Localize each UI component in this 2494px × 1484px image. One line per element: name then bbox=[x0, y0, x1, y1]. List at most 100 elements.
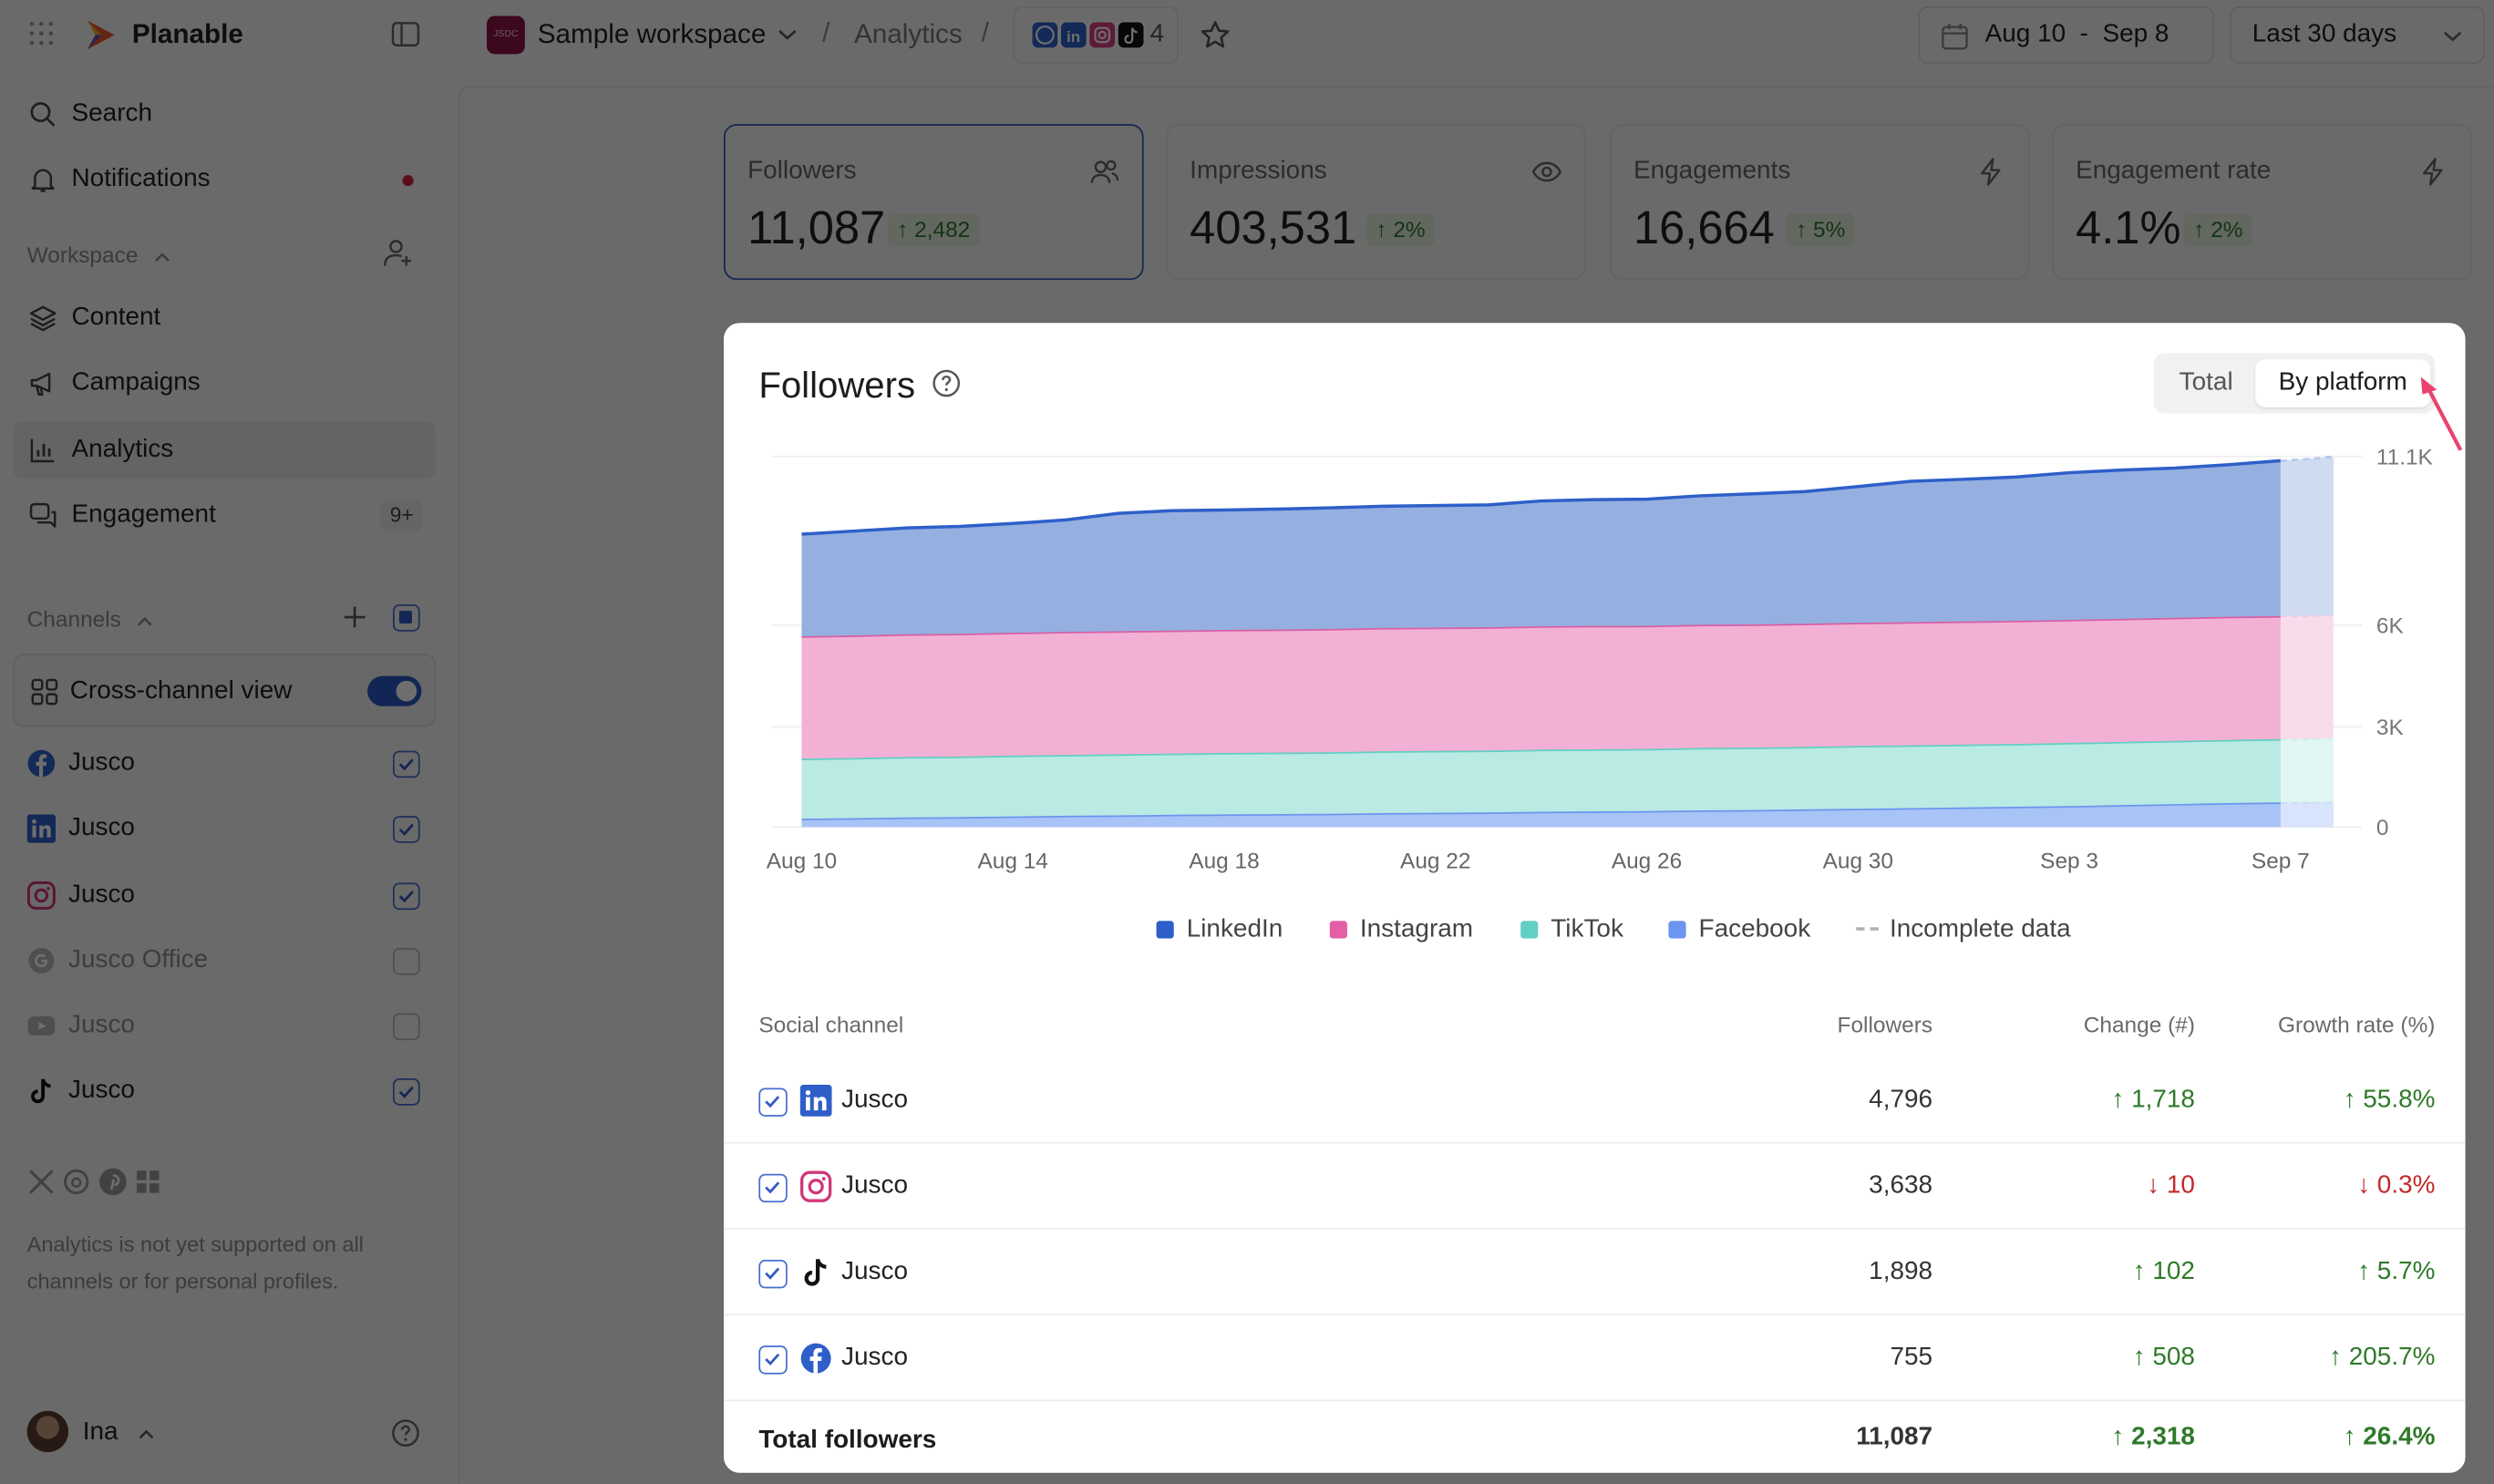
top-bar: Planable JSDC Sample workspace / Analyti… bbox=[0, 0, 2494, 70]
sidebar-toggle-icon[interactable] bbox=[391, 21, 420, 48]
total-followers: 11,087 bbox=[1856, 1423, 1933, 1451]
chevron-down-icon[interactable] bbox=[778, 28, 797, 41]
toggle-by-platform[interactable]: By platform bbox=[2255, 359, 2431, 407]
row-checkbox[interactable] bbox=[758, 1259, 788, 1289]
legend-item-instagram[interactable]: Instagram bbox=[1329, 916, 1473, 944]
legend-label: LinkedIn bbox=[1186, 916, 1283, 943]
select-all-channels-checkbox[interactable] bbox=[392, 604, 420, 632]
toggle-total[interactable]: Total bbox=[2179, 368, 2233, 397]
tiktok-icon bbox=[31, 1078, 51, 1104]
breadcrumb-separator: / bbox=[822, 17, 830, 48]
channel-item-facebook[interactable]: Jusco bbox=[0, 739, 459, 787]
channel-checkbox[interactable] bbox=[392, 750, 420, 778]
instagram-icon bbox=[26, 881, 56, 910]
sidebar-item-analytics[interactable]: Analytics bbox=[12, 421, 437, 479]
add-user-icon[interactable] bbox=[382, 239, 414, 267]
pointer-arrow-annotation bbox=[2420, 376, 2463, 451]
table-row[interactable]: Jusco 1,898 ↑ 102 ↑ 5.7% bbox=[723, 1230, 2466, 1316]
channel-checkbox[interactable] bbox=[392, 947, 420, 975]
sidebar-item-label: Search bbox=[71, 99, 152, 128]
legend-label: TikTok bbox=[1551, 916, 1623, 943]
table-row[interactable]: Jusco 755 ↑ 508 ↑ 205.7% bbox=[723, 1315, 2466, 1402]
kpi-engagements[interactable]: Engagements 16,664 ↑ 5% bbox=[1609, 124, 2030, 281]
growth-value: ↓ 0.3% bbox=[2357, 1171, 2436, 1200]
row-checkbox[interactable] bbox=[758, 1173, 788, 1203]
avatar[interactable] bbox=[26, 1410, 69, 1453]
channel-item-tiktok[interactable]: Jusco bbox=[0, 1067, 459, 1115]
user-menu[interactable]: Ina bbox=[83, 1418, 154, 1447]
kpi-followers[interactable]: Followers 11,087 ↑ 2,482 bbox=[723, 124, 1144, 281]
channel-name: Jusco bbox=[68, 748, 135, 777]
bar-chart-icon bbox=[30, 438, 55, 463]
dashed-line-swatch bbox=[1856, 927, 1879, 931]
tiktok-icon bbox=[1116, 20, 1146, 50]
total-growth: ↑ 26.4% bbox=[2343, 1423, 2436, 1451]
channel-checkbox[interactable] bbox=[392, 882, 420, 911]
sidebar-item-search[interactable]: Search bbox=[13, 86, 436, 143]
period-select[interactable]: Last 30 days bbox=[2230, 5, 2485, 64]
sidebar-item-engagement[interactable]: Engagement 9+ bbox=[13, 487, 436, 544]
channel-checkbox[interactable] bbox=[392, 1013, 420, 1041]
sidebar-item-notifications[interactable]: Notifications bbox=[13, 151, 436, 209]
change-value: ↑ 102 bbox=[2132, 1258, 2195, 1285]
workspace-avatar[interactable]: JSDC bbox=[486, 15, 525, 55]
kpi-delta: ↑ 2,482 bbox=[887, 212, 980, 247]
sidebar-item-label: Campaigns bbox=[71, 368, 201, 397]
star-icon[interactable] bbox=[1200, 19, 1232, 51]
chevron-up-icon bbox=[139, 1429, 153, 1439]
unread-dot bbox=[402, 174, 414, 187]
date-range-picker[interactable]: Aug 10 - Sep 8 bbox=[1918, 5, 2214, 64]
channel-checkbox[interactable] bbox=[392, 816, 420, 843]
col-header-followers[interactable]: Followers bbox=[1837, 1011, 1933, 1037]
legend-item-facebook[interactable]: Facebook bbox=[1668, 916, 1810, 944]
legend-item-tiktok[interactable]: TikTok bbox=[1520, 916, 1623, 944]
facebook-icon bbox=[800, 1343, 831, 1374]
row-checkbox[interactable] bbox=[758, 1087, 788, 1117]
kpi-value: 4.1% bbox=[2076, 203, 2181, 255]
selected-profiles[interactable]: in 4 bbox=[1013, 5, 1179, 64]
channels-section-heading[interactable]: Channels bbox=[27, 606, 153, 632]
breadcrumb-analytics[interactable]: Analytics bbox=[854, 18, 963, 50]
legend-swatch bbox=[1156, 921, 1174, 939]
help-icon[interactable] bbox=[391, 1418, 419, 1447]
app-grid-icon[interactable] bbox=[27, 19, 56, 47]
sidebar-item-label: Engagement bbox=[71, 500, 216, 529]
legend-item-incomplete: Incomplete data bbox=[1856, 916, 2071, 944]
channel-item-youtube[interactable]: Jusco bbox=[0, 1002, 459, 1049]
channel-name: Jusco bbox=[68, 1077, 135, 1104]
help-icon[interactable] bbox=[933, 369, 961, 397]
col-header-change[interactable]: Change (#) bbox=[2083, 1011, 2195, 1037]
col-header-channel: Social channel bbox=[758, 1011, 904, 1037]
workspace-section-heading[interactable]: Workspace bbox=[27, 242, 170, 267]
sidebar-item-content[interactable]: Content bbox=[13, 290, 436, 347]
channel-item-google[interactable]: Jusco Office bbox=[0, 937, 459, 984]
channel-item-instagram[interactable]: Jusco bbox=[0, 871, 459, 919]
layers-icon bbox=[29, 305, 57, 332]
lightning-icon bbox=[1980, 158, 2001, 186]
channel-item-linkedin[interactable]: Jusco bbox=[0, 805, 459, 852]
channel-checkbox[interactable] bbox=[392, 1078, 420, 1106]
kpi-engagement-rate[interactable]: Engagement rate 4.1% ↑ 2% bbox=[2051, 124, 2472, 281]
kpi-impressions[interactable]: Impressions 403,531 ↑ 2% bbox=[1166, 124, 1586, 281]
table-row[interactable]: Jusco 3,638 ↓ 10 ↓ 0.3% bbox=[723, 1144, 2466, 1230]
cross-channel-view[interactable]: Cross-channel view bbox=[12, 654, 437, 727]
sidebar-item-campaigns[interactable]: Campaigns bbox=[13, 355, 436, 412]
col-header-growth[interactable]: Growth rate (%) bbox=[2278, 1011, 2436, 1037]
x-tick-label: Aug 30 bbox=[1823, 850, 1893, 874]
add-channel-icon[interactable] bbox=[342, 604, 367, 630]
megaphone-icon bbox=[30, 372, 51, 396]
workspace-switcher[interactable]: Sample workspace bbox=[537, 18, 767, 50]
x-tick-label: Aug 26 bbox=[1612, 850, 1682, 874]
cross-channel-toggle[interactable] bbox=[367, 675, 422, 706]
table-row[interactable]: Jusco 4,796 ↑ 1,718 ↑ 55.8% bbox=[723, 1057, 2466, 1144]
row-checkbox[interactable] bbox=[758, 1345, 788, 1375]
sidebar-item-label: Notifications bbox=[71, 165, 211, 193]
kpi-delta: ↑ 2% bbox=[2183, 212, 2252, 247]
legend-item-linkedin[interactable]: LinkedIn bbox=[1156, 916, 1283, 944]
lightning-icon bbox=[2423, 158, 2443, 186]
chat-icon bbox=[29, 502, 57, 528]
channel-name: Jusco bbox=[841, 1344, 908, 1372]
chevron-up-icon bbox=[138, 617, 152, 626]
x-tick-label: Aug 22 bbox=[1400, 850, 1470, 874]
